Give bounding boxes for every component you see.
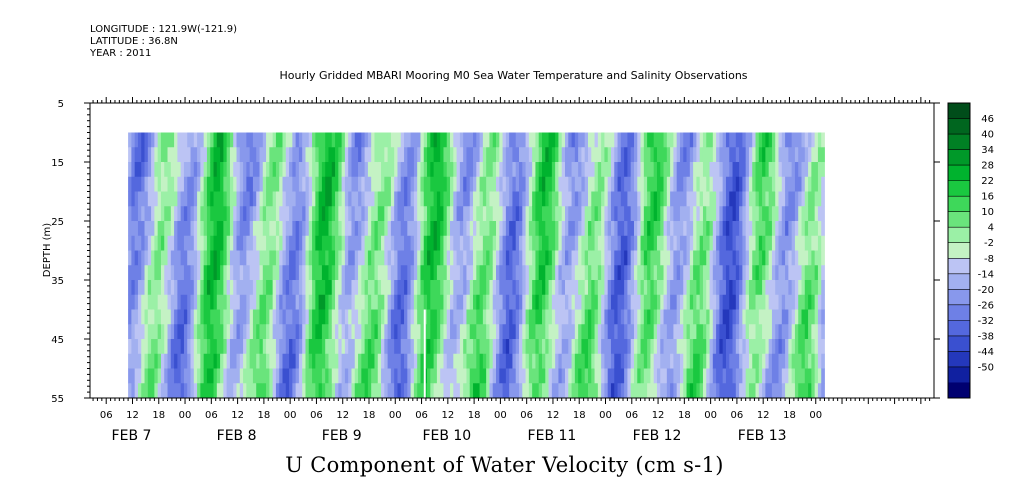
y-tick-label: 45 xyxy=(51,335,64,346)
colorbar-label: -38 xyxy=(978,331,994,342)
x-tick-label: 06 xyxy=(731,410,744,421)
colorbar-swatch xyxy=(948,382,970,399)
x-tick-label: 18 xyxy=(573,410,586,421)
longitude-label: LONGITUDE : 121.9W(-121.9) xyxy=(90,24,237,35)
colorbar-swatch xyxy=(948,304,970,321)
x-day-label: FEB 11 xyxy=(528,428,577,444)
x-day-label: FEB 8 xyxy=(217,428,257,444)
colorbar-label: -50 xyxy=(978,362,994,373)
latitude-label: LATITUDE : 36.8N xyxy=(90,36,178,47)
x-day-label: FEB 9 xyxy=(322,428,362,444)
heatmap xyxy=(128,132,825,399)
colorbar-label: -26 xyxy=(978,300,994,311)
colorbar-swatch xyxy=(948,211,970,228)
y-tick-label: 25 xyxy=(51,217,64,228)
x-tick-label: 00 xyxy=(389,410,402,421)
colorbar-swatch xyxy=(948,103,970,120)
colorbar-swatch xyxy=(948,242,970,259)
colorbar-swatch xyxy=(948,273,970,290)
data-gap xyxy=(423,309,426,398)
colorbar-swatch xyxy=(948,351,970,368)
x-tick-label: 18 xyxy=(783,410,796,421)
x-tick-label: 12 xyxy=(336,410,349,421)
x-tick-label: 00 xyxy=(704,410,717,421)
year-label: YEAR : 2011 xyxy=(90,48,152,59)
x-tick-label: 00 xyxy=(599,410,612,421)
x-tick-label: 18 xyxy=(678,410,691,421)
colorbar-label: -8 xyxy=(984,254,994,265)
colorbar-swatch xyxy=(948,196,970,213)
x-tick-label: 06 xyxy=(415,410,428,421)
x-tick-label: 12 xyxy=(652,410,665,421)
x-tick-label: 06 xyxy=(310,410,323,421)
x-tick-label: 12 xyxy=(231,410,244,421)
x-tick-label: 00 xyxy=(809,410,822,421)
y-axis-label: DEPTH (m) xyxy=(42,223,53,277)
chart-title: U Component of Water Velocity (cm s-1) xyxy=(285,453,724,477)
colorbar-label: -44 xyxy=(978,347,994,358)
x-tick-label: 06 xyxy=(205,410,218,421)
x-day-label: FEB 10 xyxy=(422,428,471,444)
x-tick-label: 18 xyxy=(152,410,165,421)
x-tick-label: 18 xyxy=(258,410,271,421)
colorbar-label: 40 xyxy=(981,130,994,141)
x-tick-label: 06 xyxy=(100,410,113,421)
x-tick-label: 06 xyxy=(520,410,533,421)
plot-title: Hourly Gridded MBARI Mooring M0 Sea Wate… xyxy=(279,69,748,82)
colorbar-label: 34 xyxy=(981,145,994,156)
x-day-label: FEB 12 xyxy=(633,428,682,444)
x-tick-label: 12 xyxy=(757,410,770,421)
colorbar-swatch xyxy=(948,149,970,166)
colorbar-label: -20 xyxy=(978,285,994,296)
colorbar-swatch xyxy=(948,118,970,135)
colorbar-label: 10 xyxy=(981,207,994,218)
colorbar-label: 16 xyxy=(981,192,994,203)
colorbar-label: 22 xyxy=(981,176,994,187)
x-tick-label: 12 xyxy=(441,410,454,421)
y-tick-label: 35 xyxy=(51,276,64,287)
x-day-label: FEB 7 xyxy=(112,428,152,444)
x-tick-label: 00 xyxy=(179,410,192,421)
x-tick-label: 00 xyxy=(494,410,507,421)
colorbar-swatch xyxy=(948,180,970,197)
colorbar-label: 4 xyxy=(988,223,994,234)
colorbar-swatch xyxy=(948,289,970,306)
x-day-label: FEB 13 xyxy=(738,428,787,444)
x-tick-label: 18 xyxy=(363,410,376,421)
colorbar-swatch xyxy=(948,335,970,352)
colorbar-swatch xyxy=(948,366,970,383)
x-tick-label: 12 xyxy=(126,410,139,421)
header-info: LONGITUDE : 121.9W(-121.9) LATITUDE : 36… xyxy=(90,24,237,60)
colorbar-frame xyxy=(947,102,971,399)
colorbar-label: -14 xyxy=(978,269,994,280)
colorbar-swatch xyxy=(948,320,970,337)
x-tick-label: 12 xyxy=(547,410,560,421)
colorbar-swatch xyxy=(948,134,970,151)
y-tick-label: 15 xyxy=(51,158,64,169)
colorbar-label: 46 xyxy=(981,114,994,125)
colorbar-swatch xyxy=(948,227,970,244)
colorbar-swatch xyxy=(948,165,970,182)
plot-title-row: Hourly Gridded MBARI Mooring M0 Sea Wate… xyxy=(0,69,1009,82)
x-tick-label: 18 xyxy=(468,410,481,421)
colorbar-label: -32 xyxy=(978,316,994,327)
y-tick-label: 55 xyxy=(51,394,64,405)
x-tick-label: 00 xyxy=(284,410,297,421)
colorbar-swatch xyxy=(948,258,970,275)
colorbar-label: -2 xyxy=(984,238,994,249)
y-tick-label: 5 xyxy=(58,99,64,110)
x-tick-label: 06 xyxy=(625,410,638,421)
colorbar-label: 28 xyxy=(981,161,994,172)
